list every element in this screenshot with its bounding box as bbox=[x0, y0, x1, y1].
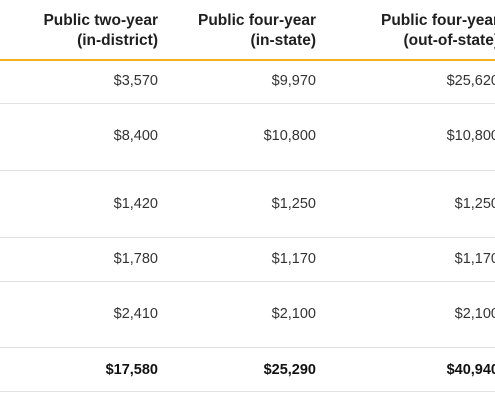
table-cell: $10,800 bbox=[263, 128, 316, 144]
table-cell: $1,780 bbox=[113, 251, 158, 267]
column-header-title: Public two-year bbox=[43, 12, 158, 29]
header-divider bbox=[0, 59, 495, 61]
table-cell: $2,100 bbox=[454, 306, 495, 322]
row-divider bbox=[0, 170, 495, 171]
table-cell: $9,970 bbox=[271, 73, 316, 89]
column-header-public-four-year-out-of-state: Public four-year (out-of-state) bbox=[381, 11, 495, 51]
table-cell: $2,100 bbox=[271, 306, 316, 322]
table-cell: $1,170 bbox=[454, 251, 495, 267]
total-cell: $25,290 bbox=[263, 362, 316, 378]
column-header-public-two-year: Public two-year (in-district) bbox=[43, 11, 158, 51]
table-cell: $1,250 bbox=[271, 196, 316, 212]
table-cell: $8,400 bbox=[113, 128, 158, 144]
column-header-public-four-year-in-state: Public four-year (in-state) bbox=[198, 11, 316, 51]
total-cell: $40,940 bbox=[446, 362, 495, 378]
table-cell: $25,620 bbox=[446, 73, 495, 89]
table-cell: $1,170 bbox=[271, 251, 316, 267]
column-header-title: Public four-year bbox=[198, 12, 316, 29]
total-cell: $17,580 bbox=[105, 362, 158, 378]
row-divider bbox=[0, 347, 495, 348]
table-cell: $1,250 bbox=[454, 196, 495, 212]
row-divider bbox=[0, 103, 495, 104]
row-divider bbox=[0, 281, 495, 282]
table-cell: $1,420 bbox=[113, 196, 158, 212]
row-divider bbox=[0, 391, 495, 392]
column-header-subtitle: (in-state) bbox=[250, 32, 316, 49]
table-cell: $3,570 bbox=[113, 73, 158, 89]
column-header-title: Public four-year bbox=[381, 12, 495, 29]
table-cell: $10,800 bbox=[446, 128, 495, 144]
table-cell: $2,410 bbox=[113, 306, 158, 322]
column-header-subtitle: (out-of-state) bbox=[403, 32, 495, 49]
column-header-subtitle: (in-district) bbox=[77, 32, 158, 49]
row-divider bbox=[0, 237, 495, 238]
